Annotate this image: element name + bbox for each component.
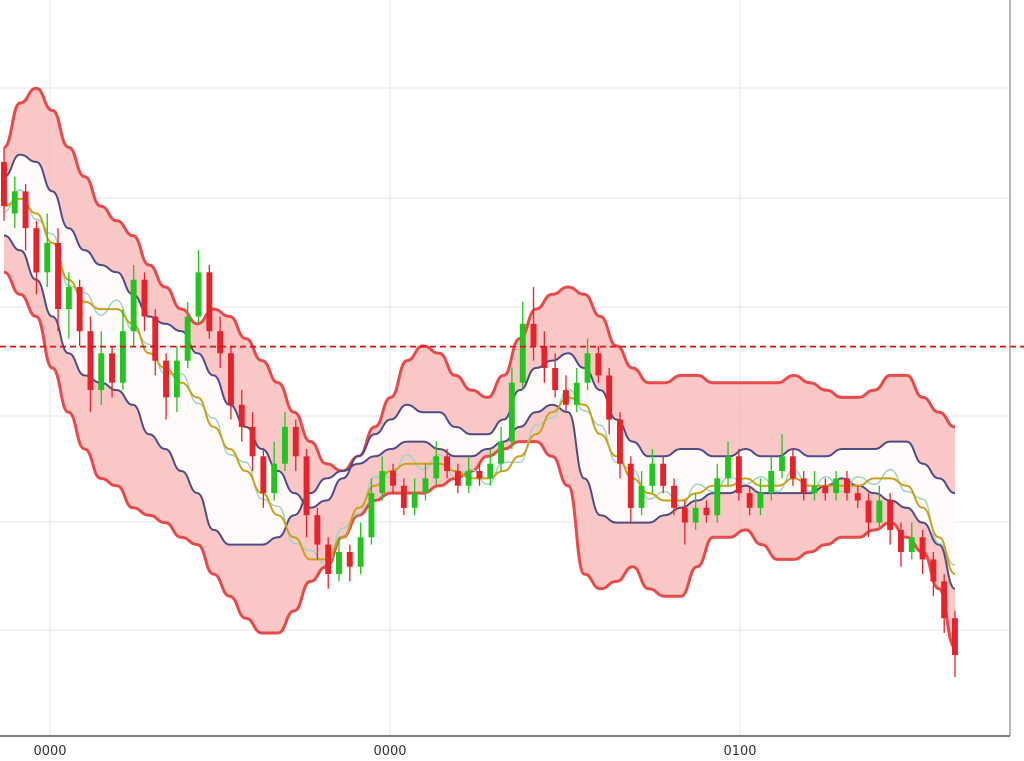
candle-body	[1, 161, 7, 207]
x-tick-label: 0000	[373, 744, 406, 759]
candle-body	[595, 353, 602, 376]
candle-body	[152, 316, 159, 361]
candle-body	[65, 287, 72, 310]
candle-body	[346, 552, 353, 567]
candle-body	[530, 323, 537, 346]
inner-band-upper-line	[3, 153, 956, 509]
candle-body	[854, 493, 861, 501]
candle-body	[314, 515, 321, 545]
candle-body	[292, 426, 299, 457]
candle-body	[325, 544, 332, 574]
candle-body	[357, 537, 364, 567]
candle-body	[228, 353, 234, 405]
x-tick-label: 0100	[723, 744, 756, 759]
candle-body	[119, 331, 126, 383]
candle-body	[671, 485, 677, 508]
candle-body	[217, 331, 224, 354]
candle-body	[541, 345, 548, 368]
candle-body	[681, 507, 688, 523]
candle-body	[768, 471, 775, 494]
candle-body	[98, 353, 105, 391]
candle-body	[271, 463, 278, 494]
candle-body	[422, 478, 429, 494]
candle-body	[811, 485, 818, 494]
candle-body	[487, 463, 494, 479]
candle-body	[660, 463, 667, 486]
candle-body	[865, 500, 872, 523]
candle-body	[433, 456, 440, 479]
candle-body	[260, 456, 267, 494]
candle-body	[563, 390, 569, 405]
candle-body	[173, 360, 180, 398]
candle-body	[779, 456, 785, 471]
outer-band-lower-line	[3, 270, 957, 650]
candle-body	[735, 456, 742, 494]
candle-body	[833, 478, 840, 494]
candle-body	[400, 485, 407, 508]
candle-body	[703, 507, 710, 516]
candle-body	[952, 618, 958, 655]
candle-body	[757, 493, 764, 508]
candle-body	[887, 500, 894, 530]
candle-body	[184, 316, 191, 361]
candle-body	[876, 500, 883, 523]
candle-body	[238, 404, 245, 427]
candle-body	[638, 485, 645, 508]
candle-body	[390, 471, 396, 486]
candle-body	[573, 382, 580, 405]
candle-body	[800, 478, 807, 494]
candle-body	[714, 478, 721, 516]
candle-body	[789, 456, 796, 479]
candle-body	[498, 441, 504, 464]
candle-body	[627, 463, 634, 508]
candle-body	[606, 375, 613, 420]
candle-body	[55, 242, 61, 310]
candle-body	[195, 272, 202, 317]
candle-body	[519, 323, 526, 383]
candle-body	[617, 419, 623, 464]
candle-body	[822, 485, 829, 494]
candle-body	[249, 426, 256, 457]
candle-body	[44, 242, 51, 273]
candle-body	[465, 471, 472, 486]
candle-body	[941, 581, 948, 619]
outer-band-upper-line	[3, 86, 956, 473]
candle-body	[919, 537, 926, 560]
candle-body	[411, 493, 418, 508]
candle-body	[552, 368, 559, 391]
candle-body	[87, 331, 94, 391]
candle-body	[336, 552, 342, 575]
candle-body	[508, 382, 515, 442]
candle-body	[725, 456, 731, 479]
candle-body	[898, 529, 904, 552]
candle-body	[109, 353, 115, 383]
candle-body	[206, 272, 213, 332]
candle-body	[379, 471, 386, 494]
candle-body	[844, 478, 850, 494]
candle-body	[282, 426, 288, 464]
candle-body	[584, 353, 591, 383]
candle-body	[746, 493, 753, 508]
candle-body	[908, 537, 915, 552]
candle-body	[303, 456, 310, 516]
candle-body	[454, 471, 461, 486]
candle-body	[141, 279, 148, 317]
candle-body	[476, 471, 483, 479]
candle-body	[444, 456, 450, 471]
candle-body	[76, 287, 83, 332]
candle-body	[368, 493, 375, 538]
candle-body	[33, 228, 40, 273]
x-tick-label: 0000	[33, 744, 66, 759]
candle-body	[22, 191, 29, 229]
candle-body	[649, 463, 656, 486]
candle-body	[692, 507, 699, 523]
inner-band-lower-line	[3, 234, 956, 590]
candle-body	[930, 559, 937, 582]
candles	[1, 147, 958, 678]
candle-body	[11, 191, 18, 214]
candle-body	[130, 279, 137, 332]
candle-body	[163, 360, 169, 398]
